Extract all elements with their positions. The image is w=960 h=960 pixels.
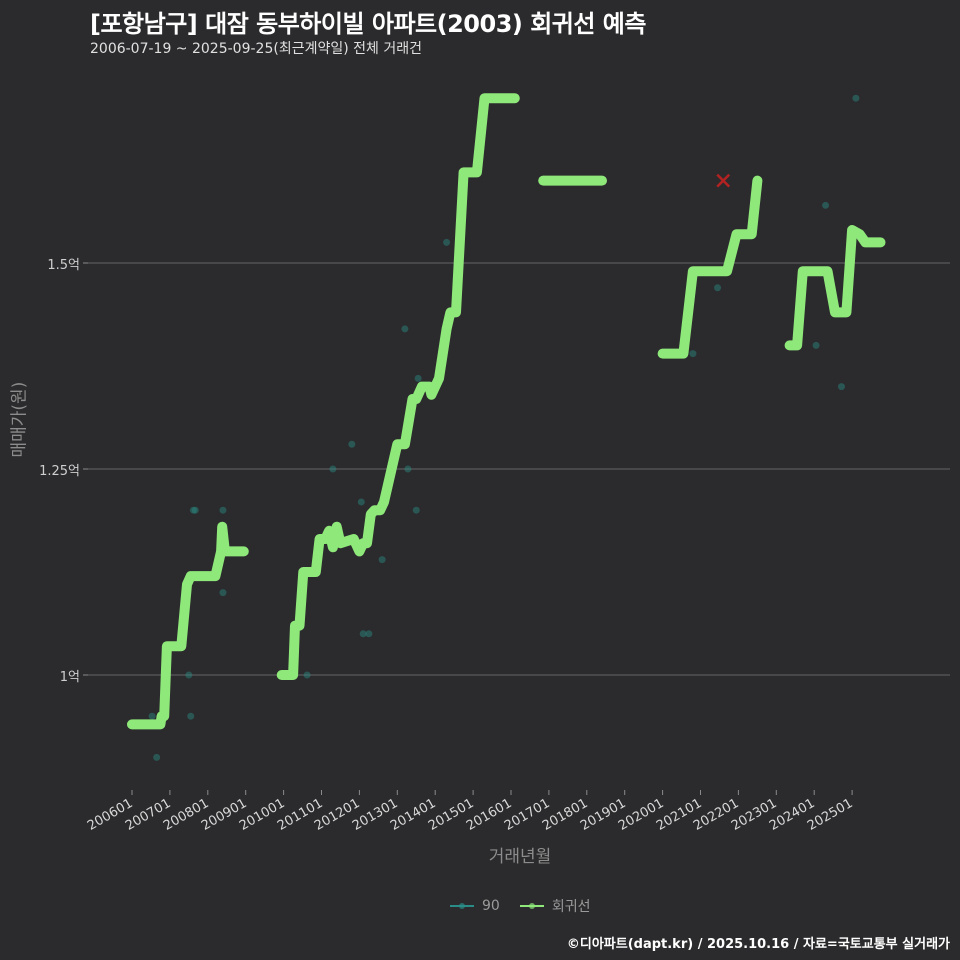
chart-subtitle: 2006-07-19 ~ 2025-09-25(최근계약일) 전체 거래건 bbox=[90, 41, 422, 57]
outlier-x-icon bbox=[716, 173, 731, 188]
legend-label-90: 90 bbox=[482, 898, 500, 914]
y-tick-label: 1.5억 bbox=[47, 258, 80, 273]
x-axis-label: 거래년월 bbox=[488, 847, 552, 867]
regression-line bbox=[127, 93, 886, 730]
legend: 90 회귀선 bbox=[450, 896, 602, 916]
chart-title: [포항남구] 대잠 동부하이빌 아파트(2003) 회귀선 예측 bbox=[90, 10, 646, 38]
legend-key-90-icon bbox=[450, 898, 474, 914]
x-axis-ticks bbox=[131, 790, 853, 795]
y-axis-label: 매매가(원) bbox=[9, 381, 30, 458]
y-tick-label: 1억 bbox=[59, 670, 80, 685]
footer-credit: ©디아파트(dapt.kr) / 2025.10.16 / 자료=국토교통부 실… bbox=[566, 937, 950, 952]
scatter-points-90 bbox=[148, 94, 860, 761]
y-tick-label: 1.25억 bbox=[39, 464, 80, 479]
legend-label-regression: 회귀선 bbox=[551, 899, 591, 915]
legend-key-regression-icon bbox=[519, 898, 544, 914]
gridlines bbox=[83, 262, 950, 676]
